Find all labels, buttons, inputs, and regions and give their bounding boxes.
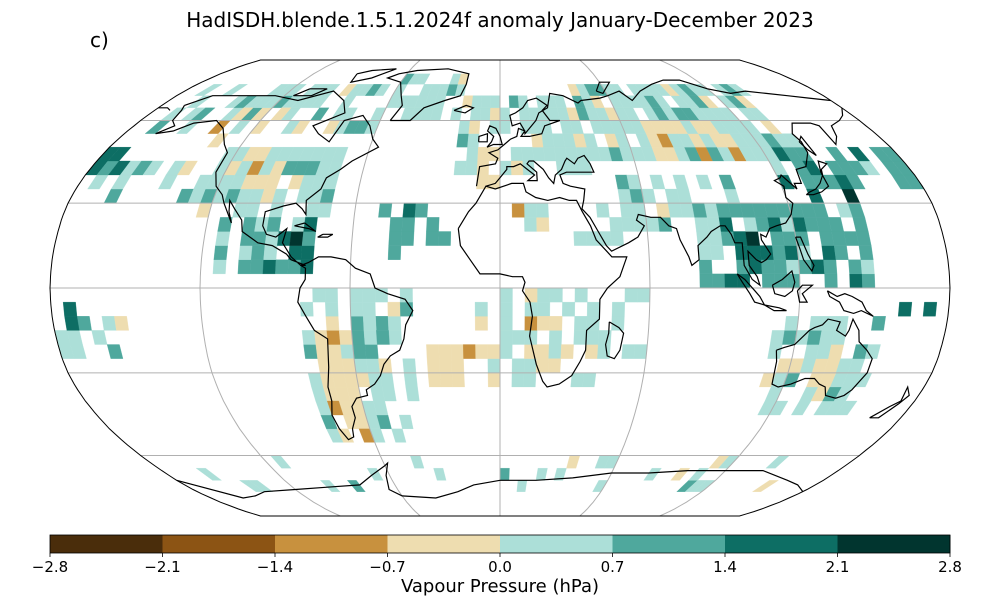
coastline: [805, 160, 830, 196]
coastline: [795, 236, 815, 273]
grid-cell: [106, 344, 124, 359]
colorbar-bin: [50, 535, 163, 553]
grid-cell: [195, 468, 222, 481]
map-boundary: [49, 59, 951, 517]
coastline: [294, 222, 317, 233]
coastline: [798, 135, 817, 156]
grid-cell: [553, 468, 567, 481]
graticule: [50, 60, 950, 516]
grid-cell: [846, 147, 871, 162]
grid-cell: [346, 480, 366, 492]
colorbar-tick-label: −2.1: [144, 558, 181, 576]
grid-cell: [331, 147, 349, 162]
grid-cell: [177, 160, 198, 176]
grid-cell: [391, 428, 407, 443]
grid-cell: [193, 174, 213, 190]
coastline: [771, 269, 796, 298]
colorbar-tick-label: 0.7: [600, 558, 625, 576]
colorbar-bin: [162, 535, 276, 553]
grid-cell: [474, 301, 488, 317]
grid-cell: [824, 160, 846, 176]
grid-cell: [751, 480, 779, 492]
coastline: [155, 90, 380, 266]
grid-cell: [835, 400, 858, 416]
grid-cell: [535, 468, 548, 481]
grid-cell: [864, 344, 881, 359]
grid-cell: [142, 160, 165, 176]
grid-cell: [437, 231, 452, 246]
grid-cell: [62, 301, 78, 317]
grid-cell: [718, 174, 736, 190]
grid-cell: [672, 174, 689, 190]
coastline: [453, 104, 475, 114]
grid-cell: [108, 160, 131, 176]
coastline: [478, 132, 489, 143]
grid-cell: [922, 301, 938, 317]
grid-cell: [871, 316, 886, 331]
colorbar-tick-label: 1.4: [713, 558, 737, 576]
coastlines: [155, 68, 910, 499]
grid-cell: [560, 344, 574, 359]
coastline: [457, 182, 628, 388]
coastline: [595, 81, 611, 95]
grid-cell: [366, 468, 384, 481]
grid-cell: [248, 480, 274, 492]
coastline: [176, 461, 804, 499]
grid-cell: [114, 316, 129, 331]
grid-cell: [398, 414, 414, 429]
grid-cell: [695, 174, 713, 190]
colorbar-tick-label: 0.0: [488, 558, 512, 576]
anomaly-grid-cells: [54, 73, 938, 492]
panel-label: c): [90, 28, 109, 52]
grid-cell: [643, 468, 662, 481]
colorbar-bin: [500, 535, 613, 553]
colorbar-tick-label: −0.7: [369, 558, 406, 576]
grid-cell: [611, 301, 625, 317]
coastline: [826, 290, 874, 317]
coastline: [158, 107, 171, 111]
colorbar-tick-label: 2.8: [938, 558, 962, 576]
grid-cell: [252, 174, 270, 190]
grid-cell: [217, 217, 233, 232]
colorbar-bin: [612, 535, 726, 553]
colorbar-tick-label: 2.1: [825, 558, 850, 576]
grid-cell: [376, 330, 390, 345]
coastline: [475, 79, 831, 187]
colorbar-tick-label: −1.4: [256, 558, 294, 576]
coastline: [349, 68, 397, 84]
coastline: [486, 125, 503, 148]
map-title: HadISDH.blende.1.5.1.2024f anomaly Janua…: [186, 8, 814, 32]
coastline: [293, 88, 328, 97]
grid-cell: [549, 316, 563, 331]
coastline: [317, 233, 334, 238]
grid-cell: [781, 133, 805, 148]
colorbar-bin: [387, 535, 501, 553]
coastline: [869, 385, 910, 419]
coastline: [771, 317, 873, 399]
coastline: [297, 256, 414, 441]
coastline: [764, 304, 787, 312]
colorbar-label: Vapour Pressure (hPa): [400, 576, 600, 597]
grid-cell: [319, 480, 341, 492]
coastline: [385, 68, 470, 122]
grid-cell: [897, 301, 913, 317]
colorbar-bin: [725, 535, 838, 553]
grid-cell: [373, 84, 391, 96]
colorbar-bin: [837, 535, 951, 553]
coastline: [485, 107, 844, 287]
grid-cell: [433, 468, 447, 481]
colorbar-bin: [275, 535, 388, 553]
colorbar-tick-label: −2.8: [31, 558, 69, 576]
coastline: [604, 321, 625, 360]
coastline: [796, 284, 815, 303]
